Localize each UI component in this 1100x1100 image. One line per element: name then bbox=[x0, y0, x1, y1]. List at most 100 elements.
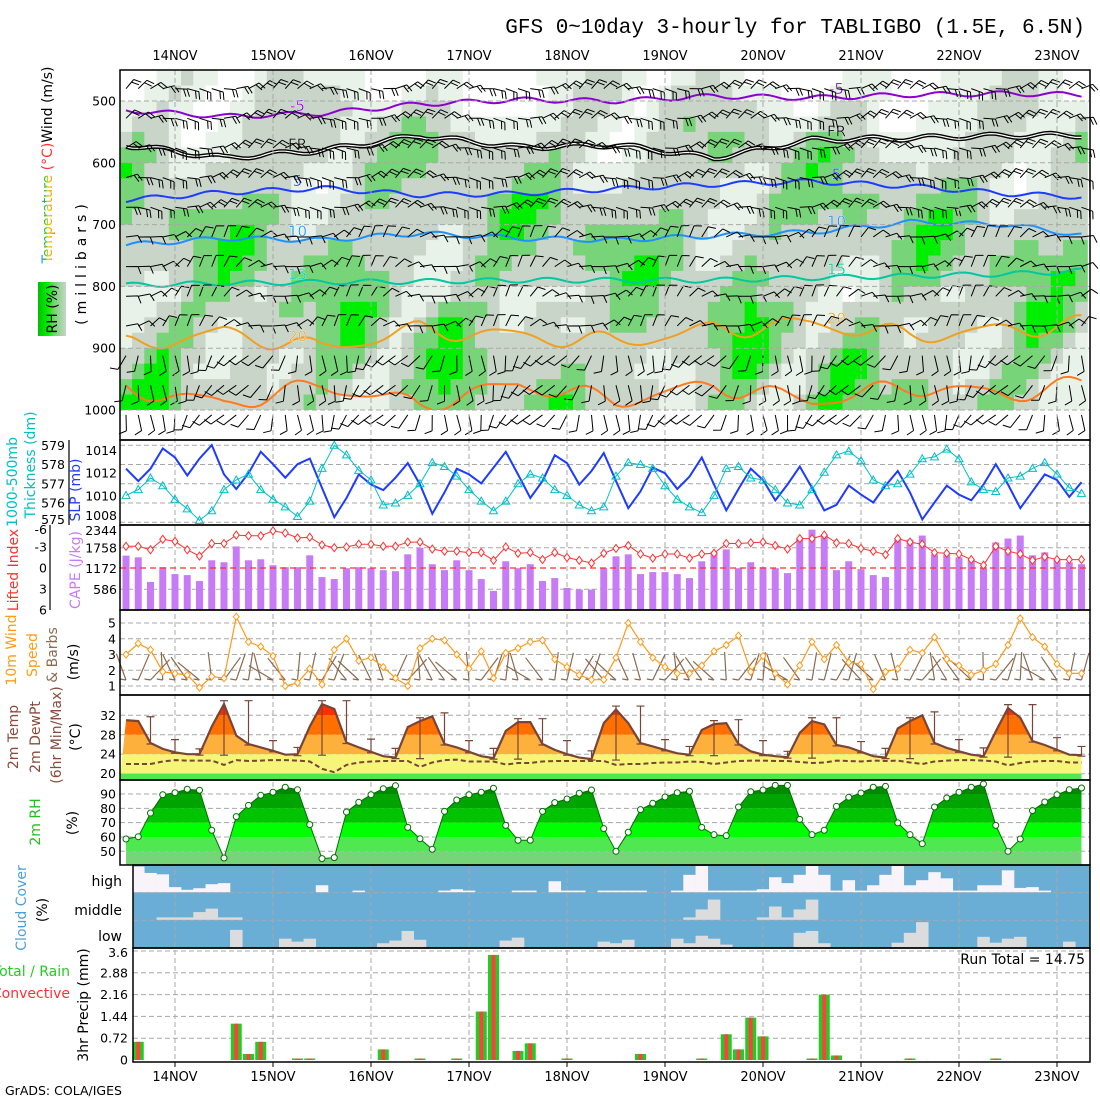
cape-bar bbox=[686, 578, 693, 610]
wind-barb bbox=[376, 414, 396, 427]
rh-cell bbox=[573, 162, 586, 179]
thickness-point bbox=[170, 494, 180, 503]
lifted-index-point bbox=[698, 549, 706, 559]
rh-cell bbox=[524, 101, 537, 117]
rh-cell bbox=[217, 255, 231, 272]
rh-cell bbox=[377, 162, 390, 179]
rh-cell bbox=[144, 85, 157, 102]
wind-barb-10m bbox=[805, 652, 818, 681]
rh-cell bbox=[842, 255, 856, 272]
day-label-top: 18NOV bbox=[544, 49, 589, 64]
wind-barb bbox=[713, 325, 730, 334]
wind-speed-point bbox=[771, 669, 779, 678]
rh-cell bbox=[585, 209, 598, 225]
rh-cell bbox=[952, 101, 966, 117]
cape-bar bbox=[943, 554, 951, 610]
wind-barb bbox=[1020, 324, 1036, 333]
wind-barb bbox=[481, 206, 496, 218]
rh-cell bbox=[1038, 301, 1052, 318]
thickness-point bbox=[941, 444, 952, 453]
wind-barb bbox=[909, 80, 927, 90]
temp-band bbox=[120, 754, 1082, 774]
rh-cell bbox=[156, 270, 170, 287]
wind-barb bbox=[517, 88, 531, 101]
wind-barb bbox=[860, 138, 877, 149]
wind-barb bbox=[334, 177, 348, 189]
cloud-high-bar bbox=[830, 890, 843, 893]
rh-cell bbox=[585, 255, 598, 272]
wind-barb bbox=[775, 147, 789, 159]
cloud-high-bar bbox=[511, 890, 525, 893]
wind-barb bbox=[652, 227, 669, 238]
wind-barb bbox=[694, 355, 715, 366]
wind-barb bbox=[272, 139, 290, 149]
rh-cell bbox=[977, 394, 990, 410]
temp-label-2: 2m DewPt bbox=[28, 701, 44, 773]
wind-barb bbox=[603, 319, 621, 327]
rh-cell bbox=[671, 301, 684, 318]
precip-axis-label: 3hr Precip (mm) bbox=[76, 948, 92, 1061]
wind-barb bbox=[637, 355, 645, 377]
wind-barb bbox=[1081, 262, 1099, 269]
rh-cell bbox=[401, 101, 415, 117]
wind-barb bbox=[600, 414, 609, 436]
wind-speed-point bbox=[759, 651, 767, 661]
rh-label: 2m RH bbox=[28, 798, 44, 845]
rh-cell bbox=[683, 131, 696, 148]
rh-cell bbox=[254, 255, 268, 272]
thickness-point bbox=[819, 467, 830, 476]
wind-barb bbox=[346, 88, 359, 101]
temp-minmax-bar bbox=[612, 705, 620, 761]
rh-cell bbox=[352, 301, 366, 318]
lifted-index-point bbox=[465, 547, 473, 558]
rh-cell bbox=[695, 301, 709, 318]
cloud-high-bar bbox=[144, 872, 157, 893]
rh-cell bbox=[646, 131, 660, 148]
wind-barb bbox=[725, 108, 742, 119]
rh-cell bbox=[830, 379, 843, 395]
wind-barb-10m bbox=[732, 657, 757, 681]
rh-cell bbox=[475, 286, 488, 303]
cape-bar bbox=[1029, 555, 1036, 610]
rh-cell bbox=[1001, 332, 1015, 349]
rh-cell bbox=[916, 193, 929, 210]
rh-cell bbox=[401, 255, 415, 272]
cloud-high-bar bbox=[181, 889, 194, 893]
cape-bar bbox=[404, 554, 412, 610]
rh-cell bbox=[279, 240, 292, 256]
wind-tick-label: 1 bbox=[108, 679, 116, 694]
rh-point bbox=[539, 807, 546, 815]
wind-barb bbox=[246, 414, 262, 430]
wind-barb bbox=[481, 177, 494, 190]
wind-speed-point bbox=[330, 645, 338, 655]
wind-barb bbox=[172, 355, 180, 377]
wind-barb bbox=[493, 314, 506, 327]
wind-barb bbox=[346, 147, 360, 159]
rh-cell bbox=[805, 286, 819, 303]
lifted-index-point bbox=[428, 544, 436, 554]
lifted-index-point bbox=[808, 533, 816, 544]
rh-cell bbox=[573, 70, 586, 86]
rh-cell bbox=[230, 193, 243, 210]
rh-cell bbox=[426, 394, 439, 410]
rh-cell bbox=[242, 178, 255, 195]
lifted-index-point bbox=[673, 549, 681, 559]
wind-barb bbox=[480, 414, 494, 431]
rh-cell bbox=[928, 332, 941, 349]
wind-barb bbox=[476, 385, 485, 406]
rh-cell bbox=[426, 255, 439, 272]
thickness-point bbox=[598, 501, 609, 511]
cape-bar bbox=[845, 561, 853, 610]
cloud-low-bar bbox=[597, 941, 611, 948]
wind-barb bbox=[199, 226, 214, 238]
panel-frame bbox=[132, 947, 1091, 1063]
rh-cell bbox=[144, 394, 157, 410]
rh-cell bbox=[181, 162, 194, 179]
rh-cell bbox=[340, 193, 353, 210]
lifted-index-point bbox=[649, 553, 657, 564]
lifted-index-point bbox=[796, 533, 804, 544]
cape-bar bbox=[1041, 552, 1049, 610]
wind-barb bbox=[236, 112, 254, 121]
rh-cell bbox=[1063, 101, 1076, 117]
wind-barb bbox=[823, 225, 838, 238]
